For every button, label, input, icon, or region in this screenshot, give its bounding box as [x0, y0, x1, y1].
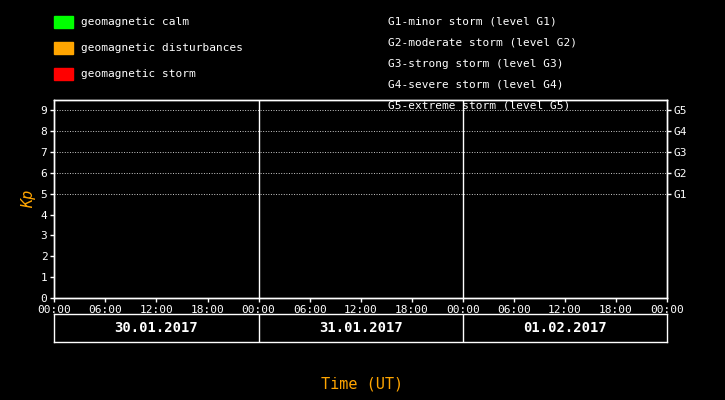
Text: 01.02.2017: 01.02.2017 [523, 321, 607, 335]
Text: geomagnetic storm: geomagnetic storm [81, 69, 196, 79]
Text: geomagnetic disturbances: geomagnetic disturbances [81, 43, 243, 53]
Text: Time (UT): Time (UT) [321, 376, 404, 392]
Text: G1-minor storm (level G1): G1-minor storm (level G1) [388, 17, 557, 27]
Text: 31.01.2017: 31.01.2017 [319, 321, 402, 335]
Text: G5-extreme storm (level G5): G5-extreme storm (level G5) [388, 100, 570, 110]
Text: G4-severe storm (level G4): G4-severe storm (level G4) [388, 80, 563, 90]
Y-axis label: Kp: Kp [22, 190, 36, 208]
Text: 30.01.2017: 30.01.2017 [115, 321, 199, 335]
Text: G3-strong storm (level G3): G3-strong storm (level G3) [388, 59, 563, 69]
Text: G2-moderate storm (level G2): G2-moderate storm (level G2) [388, 38, 577, 48]
Text: geomagnetic calm: geomagnetic calm [81, 17, 189, 27]
